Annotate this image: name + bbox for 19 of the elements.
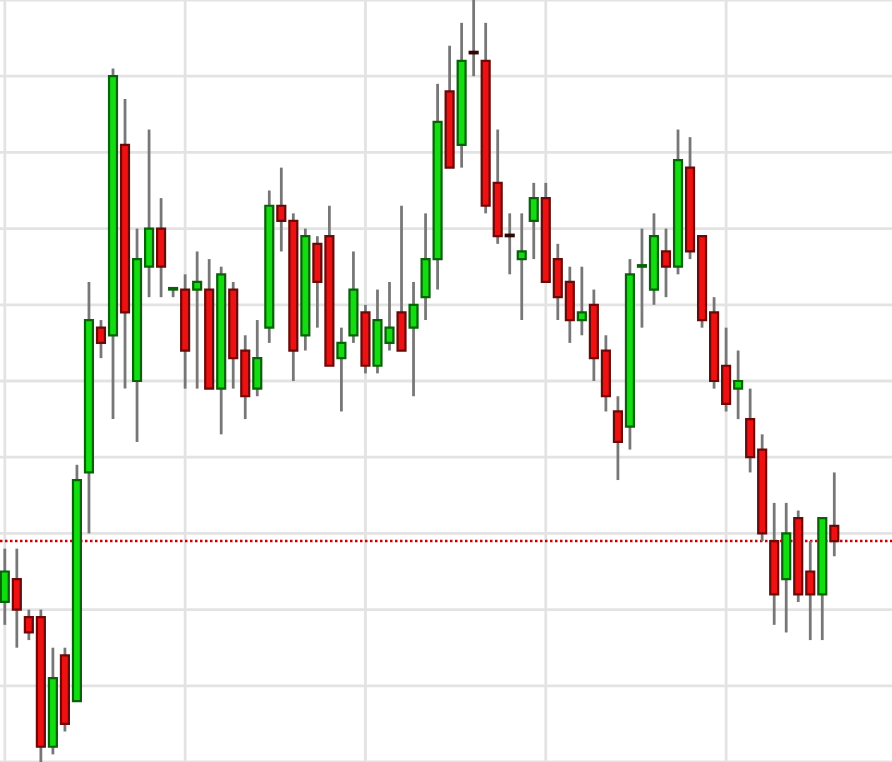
candlestick — [396, 204, 407, 352]
candlestick — [11, 547, 22, 650]
candlestick — [252, 318, 263, 398]
candlestick — [733, 349, 744, 421]
candlestick — [829, 471, 840, 558]
candlestick — [468, 0, 479, 78]
candlestick — [408, 280, 419, 398]
candlestick — [660, 227, 672, 299]
candlestick — [516, 211, 527, 322]
candlestick — [612, 394, 623, 482]
candlestick — [528, 181, 539, 261]
candlestick — [0, 547, 10, 627]
candlestick — [348, 250, 359, 345]
candlestick — [781, 501, 792, 634]
candlestick — [336, 326, 347, 413]
candlestick — [192, 250, 203, 391]
candlestick — [576, 265, 587, 337]
candlestick — [95, 318, 107, 360]
candlestick — [156, 196, 167, 299]
